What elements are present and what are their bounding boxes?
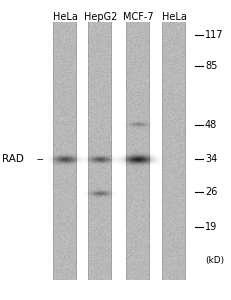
Text: RAD: RAD [2,154,24,164]
Text: MCF-7: MCF-7 [123,11,154,22]
Text: 34: 34 [205,154,217,164]
Text: 19: 19 [205,222,217,233]
Text: 117: 117 [205,30,223,40]
Text: 48: 48 [205,119,217,130]
Text: HeLa: HeLa [162,11,187,22]
Text: HeLa: HeLa [53,11,78,22]
Text: 85: 85 [205,61,217,71]
Text: --: -- [37,154,44,164]
Text: (kD): (kD) [205,256,224,266]
Text: 26: 26 [205,187,217,197]
Text: HepG2: HepG2 [84,11,117,22]
